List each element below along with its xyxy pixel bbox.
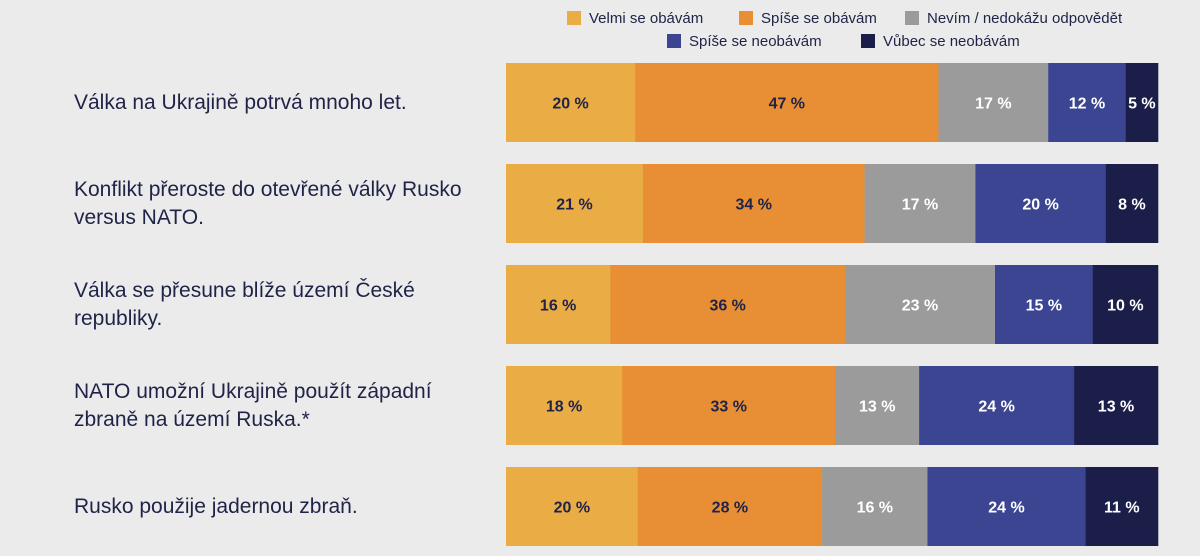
legend-item: Spíše se obávám bbox=[739, 8, 877, 28]
category-label: Rusko použije jadernou zbraň. bbox=[74, 494, 358, 518]
bar-segment bbox=[635, 63, 939, 142]
legend-label: Spíše se neobávám bbox=[689, 32, 822, 50]
legend-swatch bbox=[667, 34, 681, 48]
data-label: 15 % bbox=[1026, 298, 1062, 315]
bar-segment bbox=[864, 164, 976, 243]
data-label: 17 % bbox=[975, 96, 1011, 113]
data-label: 21 % bbox=[556, 197, 592, 214]
bar-segment bbox=[995, 265, 1094, 344]
data-label: 10 % bbox=[1107, 298, 1143, 315]
data-label: 36 % bbox=[709, 298, 745, 315]
legend-swatch bbox=[739, 11, 753, 25]
bar-segment bbox=[1048, 63, 1127, 142]
legend-item: Vůbec se neobávám bbox=[861, 31, 1020, 51]
data-label: 17 % bbox=[902, 197, 938, 214]
bar-segment bbox=[506, 467, 639, 546]
data-label: 24 % bbox=[988, 500, 1024, 517]
legend-label: Nevím / nedokážu odpovědět bbox=[927, 9, 1123, 27]
bar-segment bbox=[919, 366, 1075, 445]
legend-swatch bbox=[567, 11, 581, 25]
category-label: Válka se přesune blíže území České repub… bbox=[74, 278, 415, 330]
data-label: 16 % bbox=[857, 500, 893, 517]
legend-label: Spíše se obávám bbox=[761, 9, 877, 27]
bar-segment bbox=[642, 164, 865, 243]
bar-segment bbox=[822, 467, 928, 546]
legend-label: Velmi se obávám bbox=[589, 9, 704, 27]
bar-segment bbox=[835, 366, 920, 445]
bar-segment bbox=[637, 467, 823, 546]
bar-segment bbox=[506, 63, 636, 142]
data-label: 5 % bbox=[1128, 96, 1156, 113]
data-label: 16 % bbox=[540, 298, 576, 315]
data-label: 20 % bbox=[552, 96, 588, 113]
data-label: 13 % bbox=[859, 399, 895, 416]
legend-swatch bbox=[861, 34, 875, 48]
bar-segment bbox=[1125, 63, 1159, 142]
category-label: NATO umožní Ukrajině použít západní zbra… bbox=[74, 379, 432, 431]
bar-segment bbox=[506, 366, 623, 445]
data-label: 20 % bbox=[1022, 197, 1058, 214]
data-label: 34 % bbox=[736, 197, 772, 214]
bar-segment bbox=[622, 366, 836, 445]
data-label: 28 % bbox=[712, 500, 748, 517]
category-label: Konflikt přeroste do otevřené války Rusk… bbox=[74, 177, 462, 229]
legend-swatch bbox=[905, 11, 919, 25]
data-label: 20 % bbox=[554, 500, 590, 517]
legend-label: Vůbec se neobávám bbox=[883, 32, 1020, 50]
data-label: 33 % bbox=[710, 399, 746, 416]
legend-item: Velmi se obávám bbox=[567, 8, 703, 28]
bar-segment bbox=[1074, 366, 1159, 445]
chart-legend: Velmi se obávám Spíše se obávám Nevím / ne… bbox=[0, 0, 1200, 56]
legend-item: Spíše se neobávám bbox=[667, 31, 822, 51]
bar-segment bbox=[506, 164, 644, 243]
bar-segment bbox=[927, 467, 1086, 546]
data-label: 11 % bbox=[1104, 500, 1140, 517]
bar-segment bbox=[938, 63, 1049, 142]
bar-segment bbox=[1092, 265, 1159, 344]
bar-segment bbox=[506, 265, 611, 344]
data-label: 8 % bbox=[1118, 197, 1146, 214]
data-label: 24 % bbox=[978, 399, 1014, 416]
bar-segment bbox=[975, 164, 1107, 243]
category-label: Válka na Ukrajině potrvá mnoho let. bbox=[74, 90, 407, 114]
bar-segment bbox=[845, 265, 996, 344]
bar-segment bbox=[610, 265, 846, 344]
data-label: 23 % bbox=[902, 298, 938, 315]
data-label: 18 % bbox=[546, 399, 582, 416]
data-label: 13 % bbox=[1098, 399, 1134, 416]
data-label: 12 % bbox=[1069, 96, 1105, 113]
legend-item: Nevím / nedokážu odpovědět bbox=[905, 8, 1122, 28]
bar-segment bbox=[1105, 164, 1159, 243]
bar-segment bbox=[1085, 467, 1159, 546]
data-label: 47 % bbox=[769, 96, 805, 113]
